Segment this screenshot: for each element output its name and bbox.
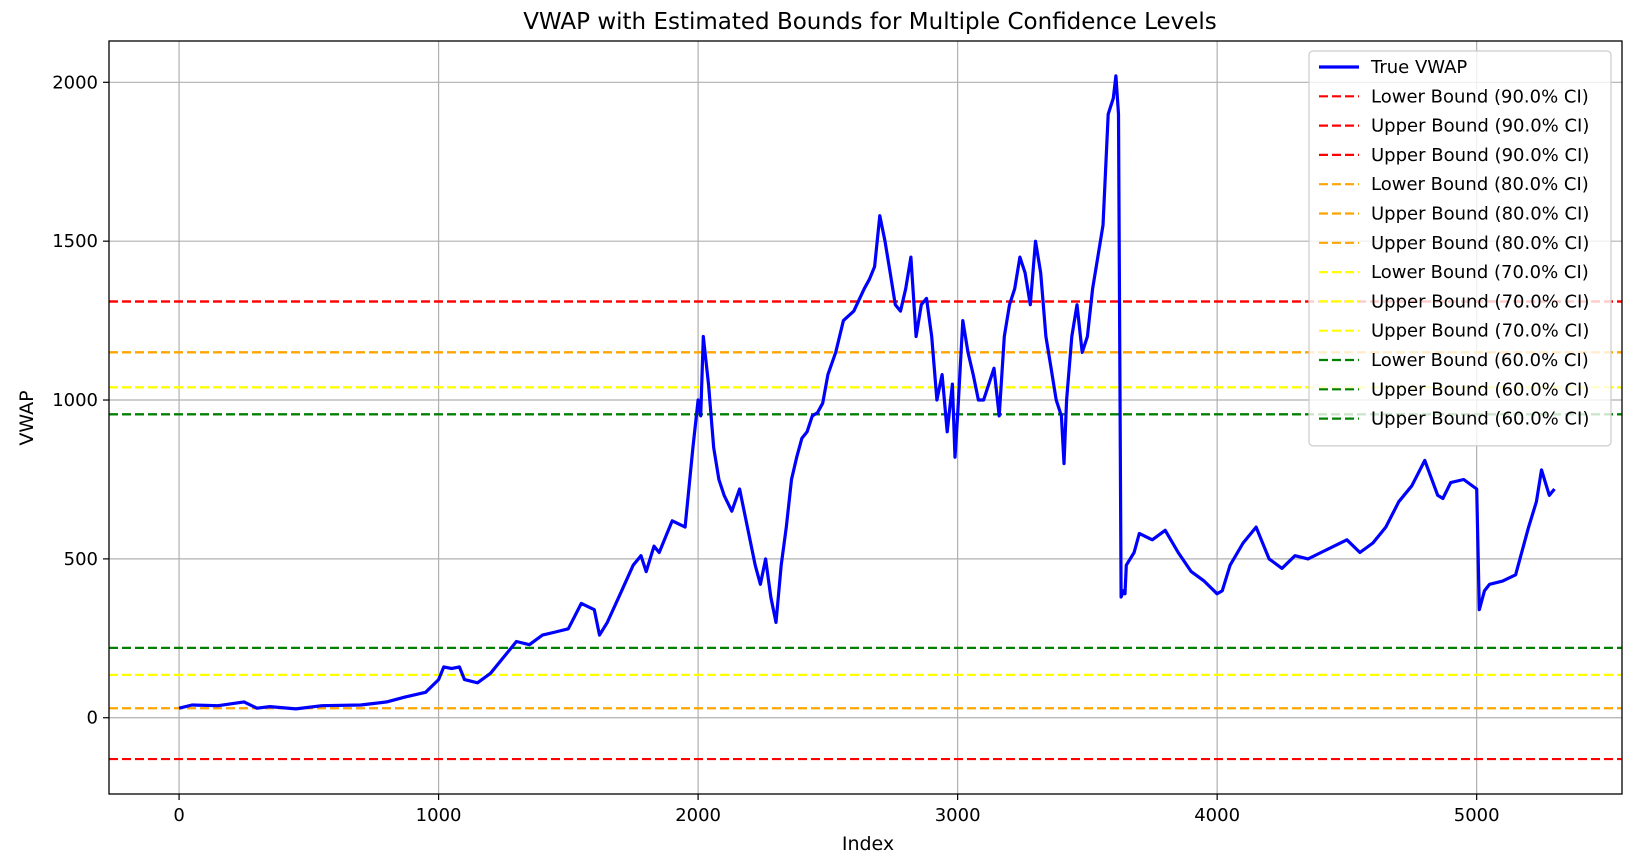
x-tick-label: 3000	[935, 805, 981, 826]
legend-label: Upper Bound (70.0% CI)	[1371, 321, 1589, 342]
y-tick-label: 0	[87, 708, 98, 729]
vwap-line	[178, 74, 1556, 711]
y-axis-label: VWAP	[16, 390, 38, 445]
legend: True VWAP Lower Bound (90.0% CI) Upper Bou…	[1308, 50, 1612, 447]
legend-label: Upper Bound (60.0% CI)	[1371, 379, 1589, 400]
y-tick-label: 1000	[52, 390, 98, 411]
x-axis-label: Index	[842, 833, 894, 855]
y-tick-label: 1500	[52, 231, 98, 252]
legend-label: Upper Bound (80.0% CI)	[1371, 204, 1589, 225]
legend-label: Lower Bound (60.0% CI)	[1371, 350, 1589, 371]
legend-label: Upper Bound (90.0% CI)	[1371, 116, 1589, 137]
legend-label: True VWAP	[1370, 57, 1467, 78]
x-tick-label: 0	[173, 805, 184, 826]
series-layer	[178, 74, 1556, 711]
legend-label: Lower Bound (80.0% CI)	[1371, 174, 1589, 195]
legend-label: Upper Bound (80.0% CI)	[1371, 233, 1589, 254]
legend-label: Lower Bound (90.0% CI)	[1371, 86, 1589, 107]
y-tick-label: 2000	[52, 72, 98, 93]
axis-ticks: 0 1000 2000 3000 4000 5000 0 500 1000 1500 2000	[52, 72, 1499, 826]
legend-label: Lower Bound (70.0% CI)	[1371, 262, 1589, 283]
x-tick-label: 4000	[1194, 805, 1240, 826]
legend-box	[1308, 50, 1612, 447]
x-tick-label: 5000	[1454, 805, 1500, 826]
x-tick-label: 1000	[416, 805, 462, 826]
y-tick-label: 500	[64, 549, 98, 570]
chart-title: VWAP with Estimated Bounds for Multiple …	[523, 9, 1217, 35]
x-tick-label: 2000	[675, 805, 721, 826]
plot-frame	[108, 40, 1623, 795]
legend-label: Upper Bound (70.0% CI)	[1371, 291, 1589, 312]
legend-label: Upper Bound (60.0% CI)	[1371, 409, 1589, 430]
legend-label: Upper Bound (90.0% CI)	[1371, 145, 1589, 166]
bound-lines	[109, 300, 1622, 761]
